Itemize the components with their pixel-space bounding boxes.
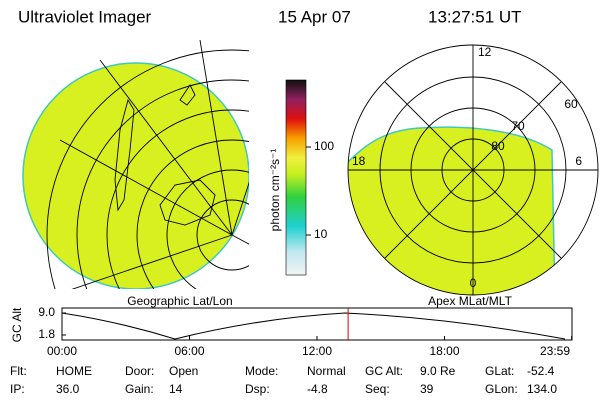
- status-label: Gain:: [125, 382, 154, 396]
- mlt-label: 18: [352, 154, 366, 168]
- status-value: 9.0 Re: [420, 364, 456, 378]
- status-label: Flt:: [10, 364, 27, 378]
- alt-xtick-label: 00:00: [47, 344, 77, 358]
- colorbar-tick-label: 100: [314, 139, 334, 153]
- status-value: -52.4: [527, 364, 555, 378]
- mlt-label: 0: [470, 276, 477, 290]
- status-label: Door:: [125, 364, 154, 378]
- title: Ultraviolet Imager: [18, 7, 152, 26]
- mlat-label: 70: [511, 119, 525, 133]
- alt-ytick-label: 1.8: [38, 327, 55, 341]
- status-label: GLat:: [485, 364, 514, 378]
- status-value: Open: [169, 364, 198, 378]
- date: 15 Apr 07: [278, 7, 351, 26]
- colorbar-label: photon cm⁻²s⁻¹: [268, 149, 282, 232]
- status-value: HOME: [56, 364, 92, 378]
- status-label: IP:: [10, 382, 25, 396]
- mlt-label: 6: [575, 154, 582, 168]
- status-value: 14: [169, 382, 183, 396]
- alt-ytick-label: 9.0: [38, 305, 55, 319]
- status-value: -4.8: [307, 382, 328, 396]
- status-label: Dsp:: [245, 382, 270, 396]
- geo-label: Geographic Lat/Lon: [127, 294, 232, 308]
- alt-xtick-label: 12:00: [302, 344, 332, 358]
- time: 13:27:51 UT: [428, 7, 522, 26]
- alt-xtick-label: 23:59: [540, 344, 570, 358]
- status-label: Mode:: [245, 364, 278, 378]
- mlt-label: 12: [478, 45, 492, 59]
- alt-xtick-label: 18:00: [429, 344, 459, 358]
- geo-image: [22, 40, 249, 289]
- alt-xtick-label: 06:00: [174, 344, 204, 358]
- status-value: 39: [420, 382, 434, 396]
- status-label: Seq:: [365, 382, 390, 396]
- status-value: 36.0: [56, 382, 80, 396]
- mlat-label: 60: [564, 97, 578, 111]
- status-label: GC Alt:: [365, 364, 403, 378]
- alt-ylabel: GC Alt: [10, 307, 24, 342]
- mlat-label: 80: [491, 139, 505, 153]
- status-value: Normal: [307, 364, 346, 378]
- status-label: GLon:: [485, 382, 518, 396]
- alt-curve: [61, 312, 566, 340]
- colorbar: [285, 79, 307, 276]
- status-value: 134.0: [527, 382, 557, 396]
- colorbar-tick-label: 10: [314, 227, 328, 241]
- polar-grid: [347, 44, 599, 296]
- polar-label: Apex MLat/MLT: [428, 294, 512, 308]
- alt-frame: [61, 307, 573, 341]
